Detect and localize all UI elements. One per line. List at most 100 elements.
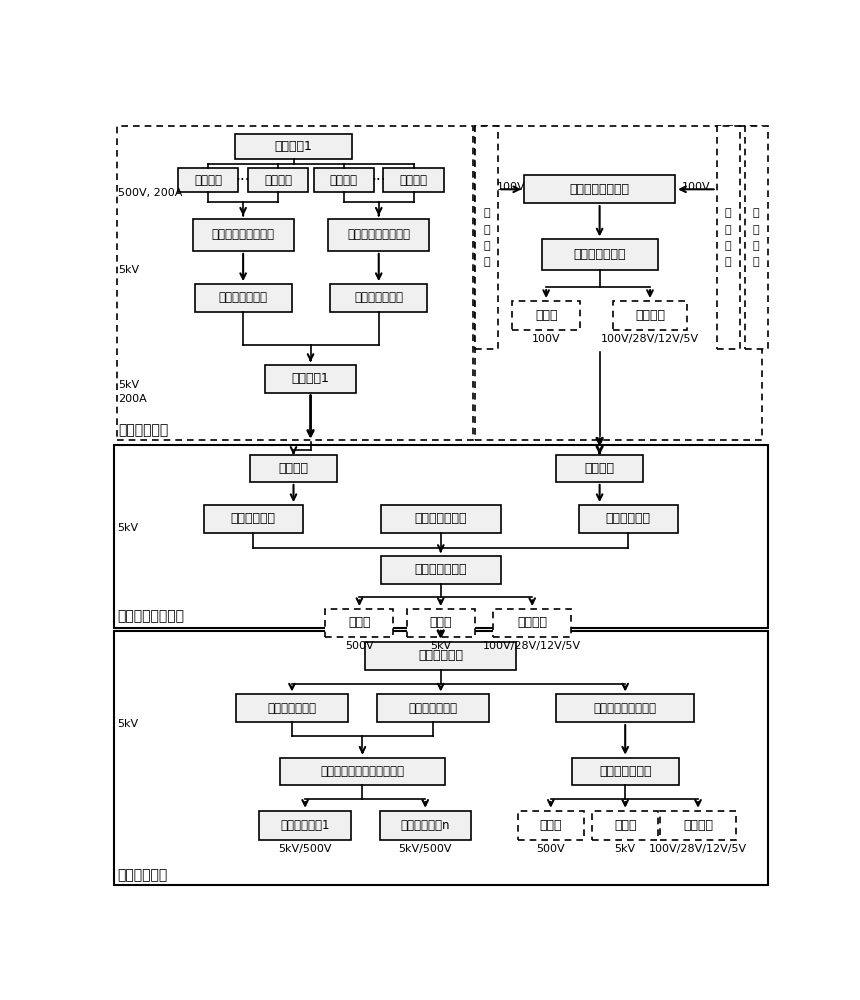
Bar: [660, 811, 736, 840]
Text: 5kV
200A: 5kV 200A: [119, 380, 147, 404]
Text: 电推进: 电推进: [429, 616, 452, 629]
Text: 100V: 100V: [531, 334, 561, 344]
Text: 5kV: 5kV: [119, 265, 139, 275]
Text: 服务系统: 服务系统: [517, 616, 547, 629]
Text: 500V: 500V: [345, 641, 374, 651]
Bar: [250, 455, 337, 482]
Bar: [314, 168, 374, 192]
Bar: [384, 168, 444, 192]
Text: 电力传输母线: 电力传输母线: [230, 512, 276, 525]
Text: 发射天线阵区: 发射天线阵区: [117, 868, 167, 882]
Text: 电池分阵主母线: 电池分阵主母线: [354, 291, 403, 304]
Text: 发射天线阵母线: 发射天线阵母线: [408, 702, 458, 715]
Text: 发射天线阵服务母线: 发射天线阵服务母线: [593, 702, 657, 715]
Text: 电池分阵服务母线: 电池分阵服务母线: [569, 183, 630, 196]
Bar: [280, 758, 445, 785]
Text: 太阳电池阵区: 太阳电池阵区: [119, 423, 169, 437]
Text: 电池分阵1: 电池分阵1: [274, 140, 312, 153]
Text: 电池子阵: 电池子阵: [264, 174, 292, 187]
Text: 电压变换与调节: 电压变换与调节: [574, 248, 626, 261]
Text: 电池子阵: 电池子阵: [194, 174, 222, 187]
Bar: [524, 175, 675, 203]
Bar: [579, 505, 678, 533]
Bar: [556, 694, 694, 722]
Text: 发射天线模块n: 发射天线模块n: [401, 819, 450, 832]
Text: 微波源高压低压变换与调节: 微波源高压低压变换与调节: [321, 765, 404, 778]
Bar: [366, 642, 516, 670]
Text: 电
池
分
阵: 电 池 分 阵: [752, 208, 759, 267]
Text: 5kV: 5kV: [117, 719, 138, 729]
Text: 5kV: 5kV: [117, 523, 138, 533]
Bar: [593, 811, 658, 840]
Bar: [329, 219, 429, 251]
Bar: [518, 811, 584, 840]
Bar: [377, 694, 489, 722]
Bar: [178, 168, 238, 192]
Text: ···: ···: [372, 173, 386, 188]
Text: 5kV: 5kV: [430, 641, 452, 651]
Text: 电压变换与调节: 电压变换与调节: [415, 563, 467, 576]
Text: 导电关节1: 导电关节1: [292, 372, 329, 385]
Text: 5kV: 5kV: [615, 844, 636, 854]
Text: 蓄电池: 蓄电池: [348, 616, 371, 629]
Bar: [407, 609, 475, 637]
Bar: [114, 631, 768, 885]
Bar: [542, 239, 658, 270]
Bar: [193, 219, 293, 251]
Bar: [194, 284, 292, 312]
Bar: [572, 758, 679, 785]
Text: 服务系统: 服务系统: [683, 819, 713, 832]
Text: 发射天线阵母线: 发射天线阵母线: [267, 702, 316, 715]
Text: 100V: 100V: [682, 182, 710, 192]
Bar: [117, 126, 473, 440]
Bar: [236, 694, 348, 722]
Text: 电推进: 电推进: [614, 819, 636, 832]
Text: 蓄电池: 蓄电池: [535, 309, 557, 322]
Bar: [236, 134, 352, 158]
Text: 电池子阵: 电池子阵: [330, 174, 358, 187]
Bar: [475, 126, 498, 349]
Text: 5kV/500V: 5kV/500V: [279, 844, 332, 854]
Text: 功率分配单元: 功率分配单元: [418, 649, 464, 662]
Bar: [265, 365, 356, 393]
Bar: [512, 301, 580, 330]
Text: 发射天线模块1: 发射天线模块1: [280, 819, 330, 832]
Text: ···: ···: [236, 173, 250, 188]
Text: 100V/28V/12V/5V: 100V/28V/12V/5V: [483, 641, 581, 651]
Bar: [114, 445, 768, 628]
Bar: [556, 455, 643, 482]
Text: 母线调节: 母线调节: [279, 462, 309, 475]
Text: 主结构服务母线: 主结构服务母线: [415, 512, 467, 525]
Text: 5kV/500V: 5kV/500V: [398, 844, 452, 854]
Text: 服务系统: 服务系统: [635, 309, 665, 322]
Text: 低压变换与调节: 低压变换与调节: [599, 765, 652, 778]
Bar: [379, 811, 471, 840]
Bar: [325, 609, 394, 637]
Text: 电力传输母线: 电力传输母线: [605, 512, 651, 525]
Bar: [381, 505, 501, 533]
Bar: [494, 609, 571, 637]
Text: 子阵电压变换与调节: 子阵电压变换与调节: [212, 228, 274, 241]
Text: 母线调节: 母线调节: [585, 462, 615, 475]
Text: 100V: 100V: [497, 182, 525, 192]
Bar: [204, 505, 303, 533]
Text: 电池分阵主母线: 电池分阵主母线: [218, 291, 267, 304]
Text: 100V/28V/12V/5V: 100V/28V/12V/5V: [601, 334, 699, 344]
Bar: [260, 811, 351, 840]
Text: 电
池
分
阵: 电 池 分 阵: [725, 208, 732, 267]
Text: 500V, 200A: 500V, 200A: [119, 188, 182, 198]
Text: 子阵电压变换与调节: 子阵电压变换与调节: [347, 228, 410, 241]
Bar: [745, 126, 768, 349]
Text: 电池子阵: 电池子阵: [400, 174, 427, 187]
Text: 蓄电池: 蓄电池: [539, 819, 562, 832]
Bar: [248, 168, 308, 192]
Text: 电
池
分
阵: 电 池 分 阵: [483, 208, 490, 267]
Text: 主结构电力传输区: 主结构电力传输区: [117, 610, 184, 624]
Bar: [330, 284, 427, 312]
Bar: [613, 301, 687, 330]
Text: 100V/28V/12V/5V: 100V/28V/12V/5V: [649, 844, 747, 854]
Bar: [475, 126, 762, 440]
Bar: [381, 556, 501, 584]
Bar: [716, 126, 740, 349]
Text: 500V: 500V: [537, 844, 565, 854]
